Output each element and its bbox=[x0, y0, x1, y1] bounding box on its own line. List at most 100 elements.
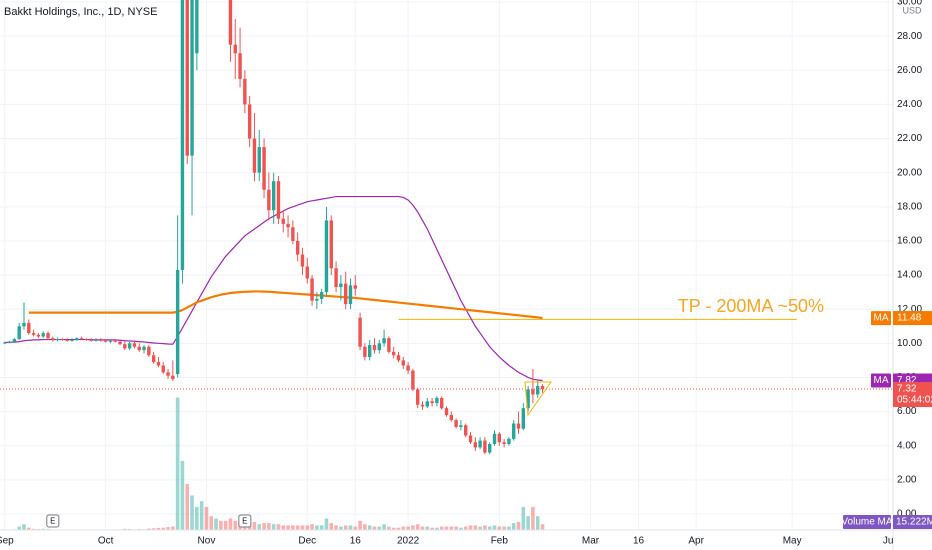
candle-body bbox=[243, 78, 247, 105]
candle-body bbox=[377, 343, 381, 351]
candle-body bbox=[310, 278, 314, 301]
candle-body bbox=[502, 442, 506, 444]
candle-body bbox=[512, 423, 516, 439]
volume-bar bbox=[310, 524, 314, 530]
volume-bar bbox=[444, 526, 449, 530]
candle-body bbox=[353, 285, 357, 289]
volume-bar bbox=[185, 483, 190, 530]
y-tick-label: 20.00 bbox=[897, 167, 922, 178]
volume-bar bbox=[430, 527, 434, 530]
candle-body bbox=[358, 317, 362, 347]
x-tick-label: Oct bbox=[98, 536, 114, 547]
candle-body bbox=[439, 397, 444, 409]
volume-bar bbox=[295, 525, 300, 530]
candle-body bbox=[492, 433, 497, 444]
volume-bar bbox=[171, 526, 175, 530]
volume-bar bbox=[319, 525, 324, 530]
candle-body bbox=[185, 0, 189, 156]
volume-bar bbox=[151, 528, 156, 530]
candle-body bbox=[123, 344, 127, 349]
candle-body bbox=[387, 338, 391, 352]
annotation-text: TP - 200MA ~50% bbox=[678, 296, 824, 316]
candle-body bbox=[464, 425, 468, 436]
ma-tag-box bbox=[893, 311, 932, 326]
candle-body bbox=[271, 181, 276, 211]
candle-body bbox=[147, 346, 151, 356]
volume-bar bbox=[233, 520, 238, 530]
currency-label: USD bbox=[902, 5, 922, 15]
candle-body bbox=[483, 440, 487, 453]
candle-body bbox=[7, 341, 12, 343]
candle-body bbox=[252, 138, 257, 173]
volume-bar bbox=[228, 518, 233, 530]
volume-bar bbox=[358, 520, 362, 530]
candle-body bbox=[17, 326, 21, 340]
volume-bar bbox=[161, 527, 166, 530]
candle-body bbox=[132, 343, 137, 347]
x-tick-label: Feb bbox=[491, 536, 509, 547]
volume-bar bbox=[175, 397, 180, 530]
candle-body bbox=[27, 322, 31, 334]
ma-tag-value: 7.82 bbox=[897, 375, 917, 386]
x-tick-label: May bbox=[783, 536, 802, 547]
volume-bar bbox=[401, 526, 406, 530]
candle-body bbox=[295, 240, 300, 255]
candle-body bbox=[281, 218, 285, 224]
candle-body bbox=[180, 0, 185, 270]
candle-body bbox=[41, 333, 45, 337]
y-tick-label: 22.00 bbox=[897, 133, 922, 144]
volume-bar bbox=[343, 525, 348, 530]
x-tick-label: Nov bbox=[198, 536, 216, 547]
candle-body bbox=[267, 189, 271, 211]
volume-bar bbox=[223, 520, 228, 530]
candle-body bbox=[319, 292, 324, 299]
earnings-marker bbox=[46, 514, 60, 528]
candle-body bbox=[382, 338, 386, 344]
candle-body bbox=[363, 346, 367, 357]
volume-bar bbox=[329, 523, 334, 530]
candle-body bbox=[127, 343, 132, 349]
candle-body bbox=[540, 385, 545, 390]
volume-bar bbox=[262, 523, 266, 530]
volume-bar bbox=[367, 525, 372, 530]
candle-body bbox=[51, 338, 55, 340]
y-tick-label: 28.00 bbox=[897, 31, 922, 42]
candle-body bbox=[454, 420, 458, 427]
volume-bar bbox=[271, 524, 276, 530]
volume-bar bbox=[478, 526, 482, 530]
y-tick-label: 24.00 bbox=[897, 99, 922, 110]
candle-body bbox=[536, 385, 540, 395]
volume-bar bbox=[387, 526, 391, 530]
candle-body bbox=[478, 440, 482, 448]
candle-body bbox=[22, 322, 26, 327]
candle-body bbox=[118, 341, 122, 345]
candle-body bbox=[391, 351, 396, 356]
ma-tag-name-box bbox=[871, 373, 891, 388]
volume-bar bbox=[454, 526, 458, 530]
candle-body bbox=[89, 339, 93, 341]
volume-bar bbox=[315, 525, 319, 530]
candle-body bbox=[468, 435, 473, 443]
candle-body bbox=[156, 362, 161, 366]
volume-bar bbox=[459, 527, 463, 530]
volume-bar bbox=[497, 526, 502, 530]
volume-bar bbox=[540, 524, 545, 530]
volume-bar bbox=[411, 525, 415, 530]
volume-bar bbox=[406, 526, 410, 530]
candle-body bbox=[444, 408, 449, 415]
candle-body bbox=[70, 339, 74, 341]
volume-bar bbox=[31, 528, 36, 530]
volume-bar bbox=[199, 501, 204, 530]
volume-bar bbox=[276, 524, 281, 530]
candle-body bbox=[103, 340, 108, 342]
candle-body bbox=[228, 0, 233, 45]
candle-body bbox=[425, 401, 429, 407]
candle-body bbox=[348, 285, 353, 305]
candle-body bbox=[415, 389, 420, 405]
volume-bar bbox=[147, 528, 151, 530]
candle-body bbox=[291, 227, 295, 241]
volume-bar bbox=[348, 525, 353, 530]
volume-bar bbox=[463, 526, 468, 530]
